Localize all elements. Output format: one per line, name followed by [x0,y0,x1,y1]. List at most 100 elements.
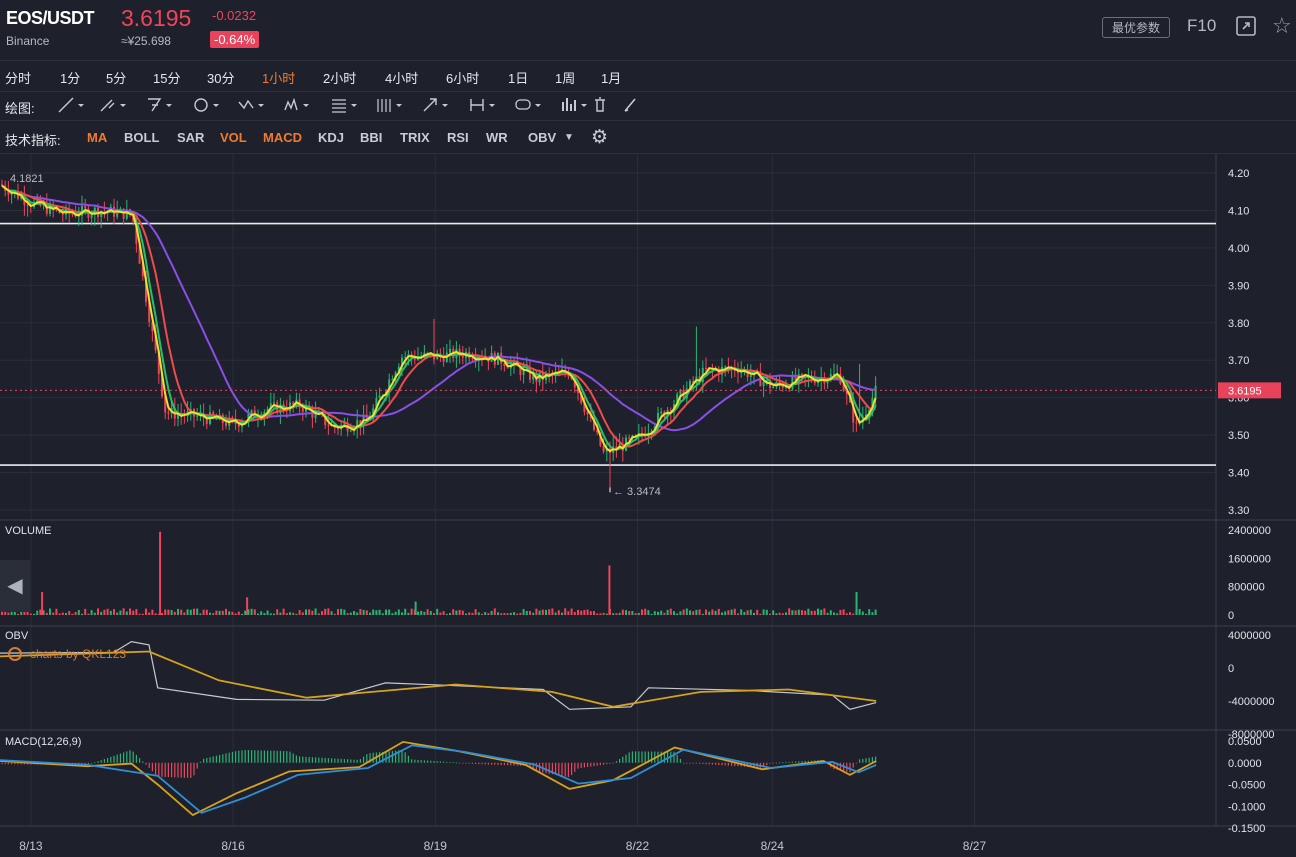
macd-histogram-bar [708,762,710,765]
period-6小时[interactable]: 6小时 [446,71,480,86]
macd-histogram-bar [151,762,153,772]
volume-bar [353,611,355,615]
period-1月[interactable]: 1月 [601,71,622,86]
fib-tool-icon[interactable] [331,96,359,116]
candle-body [871,397,874,410]
macd-histogram-bar [244,750,246,763]
macd-histogram-bar [491,762,493,765]
volume-bar [49,608,51,615]
grid-tool-icon[interactable] [376,96,404,116]
trash-icon[interactable] [592,96,608,116]
period-4小时[interactable]: 4小时 [385,71,419,86]
favorite-star-icon[interactable]: ☆ [1272,13,1292,38]
macd-histogram-bar [4,762,6,765]
macd-tick-label: 0.0500 [1228,736,1262,748]
volume-bar [385,609,387,615]
period-1分[interactable]: 1分 [60,71,81,86]
range-tool-icon[interactable] [469,96,497,116]
macd-histogram-bar [94,762,96,764]
macd-histogram-bar [628,752,630,763]
brush-icon[interactable] [622,96,638,116]
macd-histogram-bar [593,762,595,767]
volume-bar [308,609,311,615]
period-1小时[interactable]: 1小时 [262,71,296,86]
macd-histogram-bar [196,762,198,769]
candle-body [273,402,275,404]
f10-button[interactable]: F10 [1187,16,1217,35]
qkl-logo-icon [8,647,22,661]
macd-histogram-bar [580,762,582,768]
period-2小时[interactable]: 2小时 [323,71,357,86]
macd-histogram-bar [679,758,681,763]
best-params-button[interactable]: 最优参数 [1102,17,1171,38]
price-tick-label: 3.40 [1228,468,1249,480]
macd-histogram-bar [276,750,278,763]
indicator-macd[interactable]: MACD [263,130,302,145]
macd-histogram-bar [193,762,195,776]
candle-body [605,448,608,452]
period-5分[interactable]: 5分 [106,71,127,86]
period-30分[interactable]: 30分 [207,71,235,86]
candle-body [794,375,797,382]
macd-histogram-bar [129,750,131,763]
indicator-rsi[interactable]: RSI [447,130,469,145]
period-15分[interactable]: 15分 [153,71,181,86]
period-分时[interactable]: 分时 [5,71,32,86]
current-price-label: 3.6195 [1228,385,1262,397]
macd-dea-line [0,744,877,814]
bars-tool-icon[interactable] [561,96,589,116]
macd-histogram-bar [215,755,217,763]
candle-body [164,396,167,413]
macd-histogram-bar [123,752,125,763]
indicator-kdj[interactable]: KDJ [318,130,345,145]
period-1周[interactable]: 1周 [555,71,576,86]
volume-bar [298,610,301,615]
indicator-boll[interactable]: BOLL [124,130,160,145]
indicator-trix[interactable]: TRIX [400,130,430,145]
volume-bar [605,613,608,615]
price-chart-svg[interactable]: 8/13 8/16 8/19 8/22 8/24 8/27 4.20 4.10 4.00 3.90… [0,154,1296,857]
macd-histogram-bar [11,762,13,765]
indicator-settings-gear-icon[interactable]: ⚙ [591,127,609,148]
ray-tool-icon[interactable] [100,96,128,116]
indicator-wr[interactable]: WR [486,130,508,145]
macd-histogram-bar [219,754,221,763]
candle-body [404,357,407,359]
candle-body [42,203,45,206]
pattern-tool-icon[interactable] [238,96,266,116]
candle-body [145,276,147,302]
circle-tool-icon[interactable] [193,96,221,116]
candle-body [615,446,618,450]
wave-tool-icon[interactable] [283,96,311,116]
indicator-vol[interactable]: VOL [220,130,247,145]
volume-bar [324,608,327,615]
macd-histogram-bar [692,762,694,764]
macd-histogram-bar [727,762,729,766]
line-tool-icon[interactable] [58,96,86,116]
period-1日[interactable]: 1日 [508,71,529,86]
macd-histogram-bar [343,759,345,763]
volume-bar [292,612,295,615]
volume-bar [42,610,45,615]
indicator-ma[interactable]: MA [87,130,108,145]
volume-bar [593,611,595,615]
macd-histogram-bar [660,751,662,763]
macd-histogram-bar [353,759,355,763]
indicator-bbi[interactable]: BBI [360,130,383,145]
macd-histogram-bar [711,762,713,765]
chart-area[interactable]: 8/13 8/16 8/19 8/22 8/24 8/27 4.20 4.10 4.00 3.90… [0,154,1296,857]
volume-bar [199,613,202,615]
collapse-sidebar-button[interactable]: ◀ [0,560,30,612]
indicator-obv[interactable]: OBV [528,130,557,145]
indicator-sar[interactable]: SAR [177,130,205,145]
volume-bar [321,611,323,615]
comment-tool-icon[interactable] [515,96,543,116]
indicator-more-dropdown-icon[interactable]: ▼ [564,132,574,143]
volume-bar [577,609,579,615]
expand-icon[interactable] [1236,16,1256,36]
macd-histogram-bar [315,757,317,763]
volume-spike-bar [246,597,249,615]
volume-bar [423,611,426,615]
arrow-tool-icon[interactable] [422,96,450,116]
channel-tool-icon[interactable] [146,96,174,116]
